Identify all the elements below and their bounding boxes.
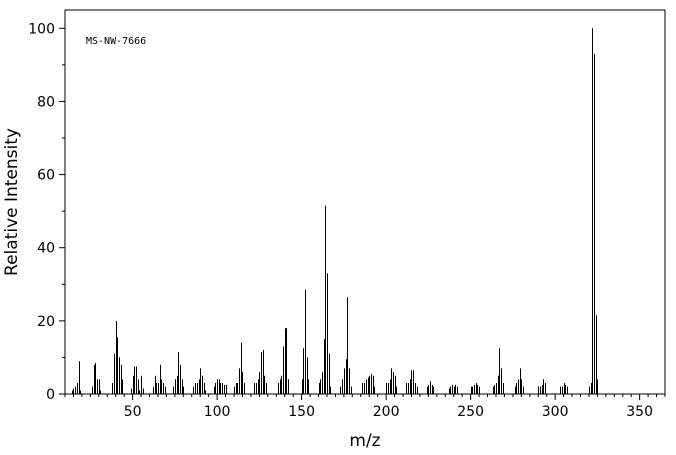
x-tick-label: 200 [373,404,400,420]
x-tick-label: 350 [626,404,653,420]
y-tick-label: 20 [37,314,55,330]
x-tick-label: 100 [204,404,231,420]
y-axis-label: Relative Intensity [2,128,22,276]
y-axis-ticks: 0 20 40 60 80 100 [28,21,65,403]
spectrum-peaks [72,28,598,394]
y-tick-label: 0 [46,387,55,403]
x-tick-label: 150 [288,404,315,420]
plot-frame [64,9,666,395]
x-tick-label: 250 [457,404,484,420]
y-tick-label: 40 [37,241,55,257]
y-tick-label: 80 [37,94,55,110]
x-tick-label: 50 [124,404,142,420]
x-tick-label: 300 [542,404,569,420]
spectrum-id-annotation: MS-NW-7666 [86,36,146,47]
y-tick-label: 60 [37,168,55,184]
x-axis-label: m/z [349,431,380,451]
y-tick-label: 100 [28,21,55,37]
x-axis-ticks: 50 100 150 200 250 300 350 [64,394,666,420]
